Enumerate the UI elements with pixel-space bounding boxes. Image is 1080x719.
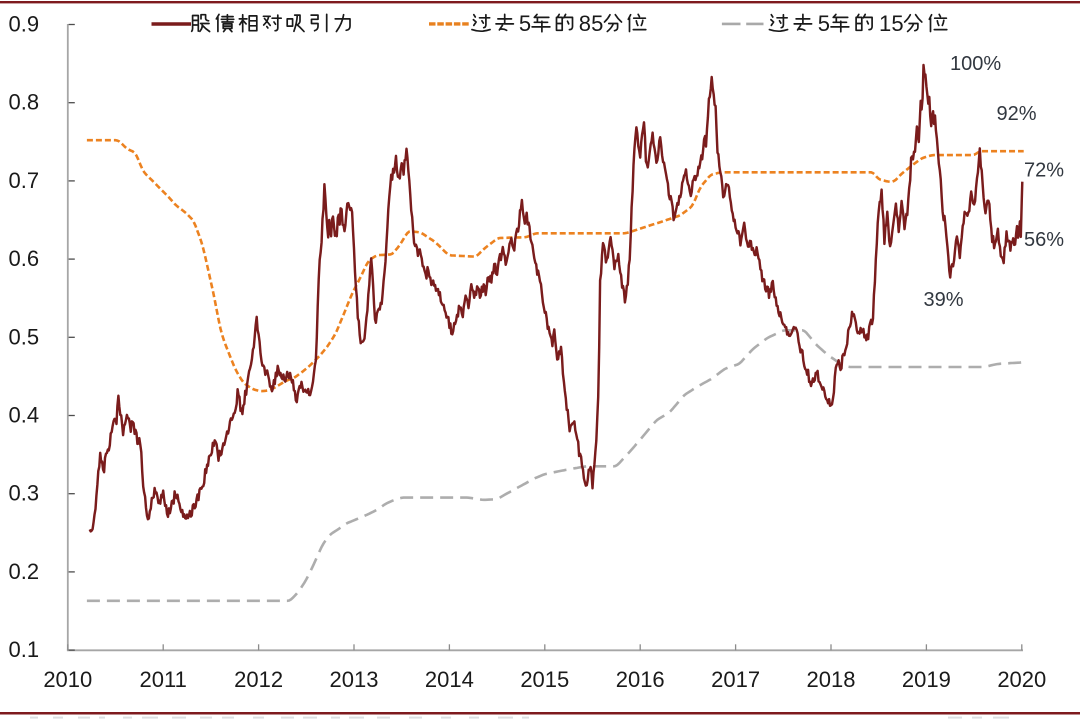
svg-text:0.7: 0.7 (9, 168, 40, 193)
svg-text:0.9: 0.9 (9, 12, 40, 37)
svg-text:92%: 92% (997, 103, 1037, 125)
svg-text:72%: 72% (1024, 160, 1064, 182)
svg-text:2011: 2011 (140, 667, 187, 692)
svg-text:2014: 2014 (425, 667, 474, 692)
svg-text:8: 8 (579, 11, 591, 36)
svg-text:0.8: 0.8 (9, 90, 40, 115)
svg-text:2020: 2020 (997, 667, 1046, 692)
svg-text:0.2: 0.2 (9, 559, 40, 584)
svg-text:0.1: 0.1 (9, 637, 40, 662)
svg-text:5: 5 (519, 11, 531, 36)
svg-text:0.6: 0.6 (9, 246, 40, 271)
svg-text:2012: 2012 (234, 667, 283, 692)
svg-text:2018: 2018 (807, 667, 856, 692)
svg-text:0.3: 0.3 (9, 481, 40, 506)
svg-text:100%: 100% (950, 53, 1001, 75)
svg-text:39%: 39% (924, 289, 964, 311)
svg-text:0.5: 0.5 (9, 324, 40, 349)
svg-text:2019: 2019 (902, 667, 951, 692)
svg-text:5: 5 (591, 11, 603, 36)
svg-text:2013: 2013 (330, 667, 379, 692)
svg-text:2015: 2015 (520, 667, 569, 692)
svg-text:2017: 2017 (711, 667, 760, 692)
svg-text:0.4: 0.4 (9, 403, 40, 428)
svg-text:56%: 56% (1024, 229, 1064, 251)
svg-text:5: 5 (891, 11, 903, 36)
svg-text:5: 5 (818, 11, 830, 36)
svg-text:2010: 2010 (43, 667, 92, 692)
svg-text:1: 1 (879, 11, 891, 36)
svg-text:2016: 2016 (616, 667, 665, 692)
